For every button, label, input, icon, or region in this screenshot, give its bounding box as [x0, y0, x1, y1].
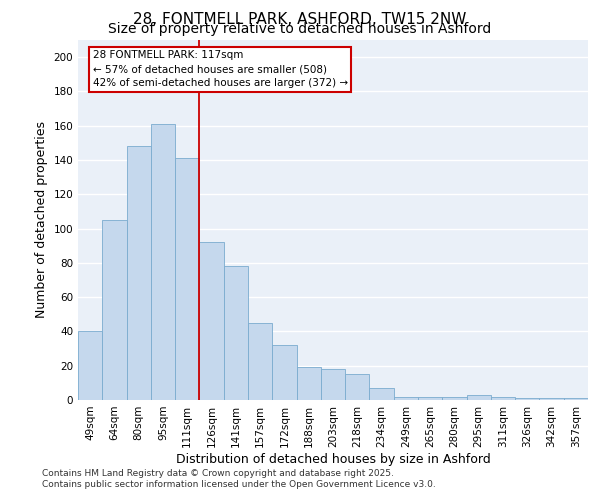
Bar	[564, 398, 588, 400]
Bar	[321, 369, 345, 400]
Text: Contains HM Land Registry data © Crown copyright and database right 2025.: Contains HM Land Registry data © Crown c…	[42, 468, 394, 477]
Bar	[515, 398, 539, 400]
Bar	[345, 374, 370, 400]
Bar	[102, 220, 127, 400]
Bar	[370, 388, 394, 400]
Bar	[78, 332, 102, 400]
Bar	[151, 124, 175, 400]
Bar	[224, 266, 248, 400]
Bar	[491, 396, 515, 400]
Bar	[394, 396, 418, 400]
Bar	[199, 242, 224, 400]
Bar	[175, 158, 199, 400]
Bar	[272, 345, 296, 400]
Bar	[418, 396, 442, 400]
Text: Contains public sector information licensed under the Open Government Licence v3: Contains public sector information licen…	[42, 480, 436, 489]
Bar	[442, 396, 467, 400]
Text: 28 FONTMELL PARK: 117sqm
← 57% of detached houses are smaller (508)
42% of semi-: 28 FONTMELL PARK: 117sqm ← 57% of detach…	[92, 50, 347, 88]
Bar	[127, 146, 151, 400]
Bar	[539, 398, 564, 400]
Text: 28, FONTMELL PARK, ASHFORD, TW15 2NW: 28, FONTMELL PARK, ASHFORD, TW15 2NW	[133, 12, 467, 26]
Y-axis label: Number of detached properties: Number of detached properties	[35, 122, 48, 318]
Bar	[296, 368, 321, 400]
Bar	[467, 395, 491, 400]
X-axis label: Distribution of detached houses by size in Ashford: Distribution of detached houses by size …	[176, 452, 490, 466]
Text: Size of property relative to detached houses in Ashford: Size of property relative to detached ho…	[109, 22, 491, 36]
Bar	[248, 323, 272, 400]
